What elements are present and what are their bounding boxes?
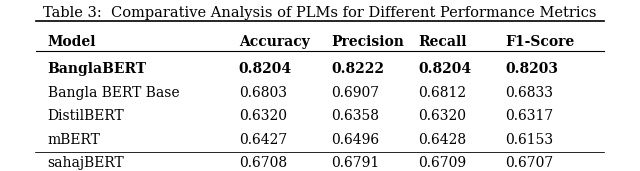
Text: Bangla BERT Base: Bangla BERT Base (47, 86, 179, 100)
Text: 0.6427: 0.6427 (239, 133, 287, 147)
Text: Table 3:  Comparative Analysis of PLMs for Different Performance Metrics: Table 3: Comparative Analysis of PLMs fo… (44, 6, 596, 20)
Text: sahajBERT: sahajBERT (47, 156, 124, 170)
Text: 0.6803: 0.6803 (239, 86, 287, 100)
Text: 0.6428: 0.6428 (419, 133, 467, 147)
Text: 0.6317: 0.6317 (506, 109, 554, 123)
Text: 0.6358: 0.6358 (332, 109, 380, 123)
Text: 0.6708: 0.6708 (239, 156, 287, 170)
Text: 0.6707: 0.6707 (506, 156, 554, 170)
Text: 0.6709: 0.6709 (419, 156, 467, 170)
Text: 0.6791: 0.6791 (332, 156, 380, 170)
Text: 0.8222: 0.8222 (332, 62, 385, 76)
Text: 0.6812: 0.6812 (419, 86, 467, 100)
Text: BanglaBERT: BanglaBERT (47, 62, 147, 76)
Text: 0.6907: 0.6907 (332, 86, 380, 100)
Text: Accuracy: Accuracy (239, 35, 310, 49)
Text: 0.6833: 0.6833 (506, 86, 554, 100)
Text: 0.6496: 0.6496 (332, 133, 380, 147)
Text: 0.8204: 0.8204 (419, 62, 472, 76)
Text: Precision: Precision (332, 35, 404, 49)
Text: 0.6153: 0.6153 (506, 133, 554, 147)
Text: 0.8204: 0.8204 (239, 62, 292, 76)
Text: mBERT: mBERT (47, 133, 100, 147)
Text: Model: Model (47, 35, 96, 49)
Text: 0.8203: 0.8203 (506, 62, 559, 76)
Text: 0.6320: 0.6320 (419, 109, 467, 123)
Text: F1-Score: F1-Score (506, 35, 575, 49)
Text: Recall: Recall (419, 35, 467, 49)
Text: 0.6320: 0.6320 (239, 109, 287, 123)
Text: DistilBERT: DistilBERT (47, 109, 124, 123)
